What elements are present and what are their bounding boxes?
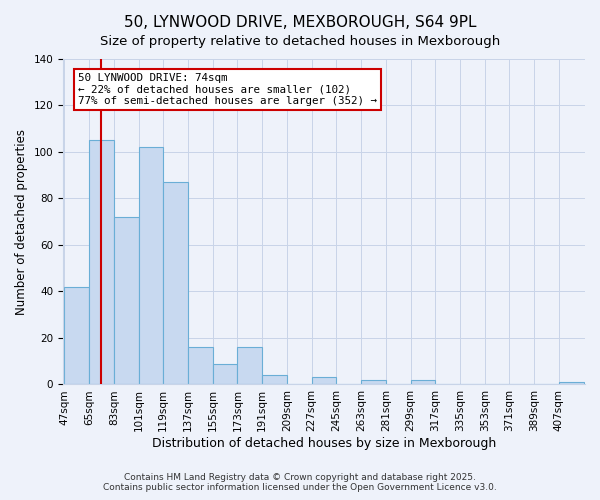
Bar: [114, 217, 139, 384]
Y-axis label: Number of detached properties: Number of detached properties: [15, 128, 28, 314]
Bar: [262, 375, 287, 384]
Bar: [559, 382, 584, 384]
X-axis label: Distribution of detached houses by size in Mexborough: Distribution of detached houses by size …: [152, 437, 496, 450]
Bar: [188, 348, 213, 385]
Bar: [64, 287, 89, 384]
Text: 50, LYNWOOD DRIVE, MEXBOROUGH, S64 9PL: 50, LYNWOOD DRIVE, MEXBOROUGH, S64 9PL: [124, 15, 476, 30]
Text: Size of property relative to detached houses in Mexborough: Size of property relative to detached ho…: [100, 35, 500, 48]
Bar: [213, 364, 238, 384]
Text: Contains HM Land Registry data © Crown copyright and database right 2025.
Contai: Contains HM Land Registry data © Crown c…: [103, 473, 497, 492]
Bar: [89, 140, 114, 384]
Bar: [163, 182, 188, 384]
Bar: [139, 148, 163, 384]
Bar: [361, 380, 386, 384]
Bar: [311, 378, 337, 384]
Bar: [238, 348, 262, 385]
Text: 50 LYNWOOD DRIVE: 74sqm
← 22% of detached houses are smaller (102)
77% of semi-d: 50 LYNWOOD DRIVE: 74sqm ← 22% of detache…: [78, 73, 377, 106]
Bar: [410, 380, 435, 384]
